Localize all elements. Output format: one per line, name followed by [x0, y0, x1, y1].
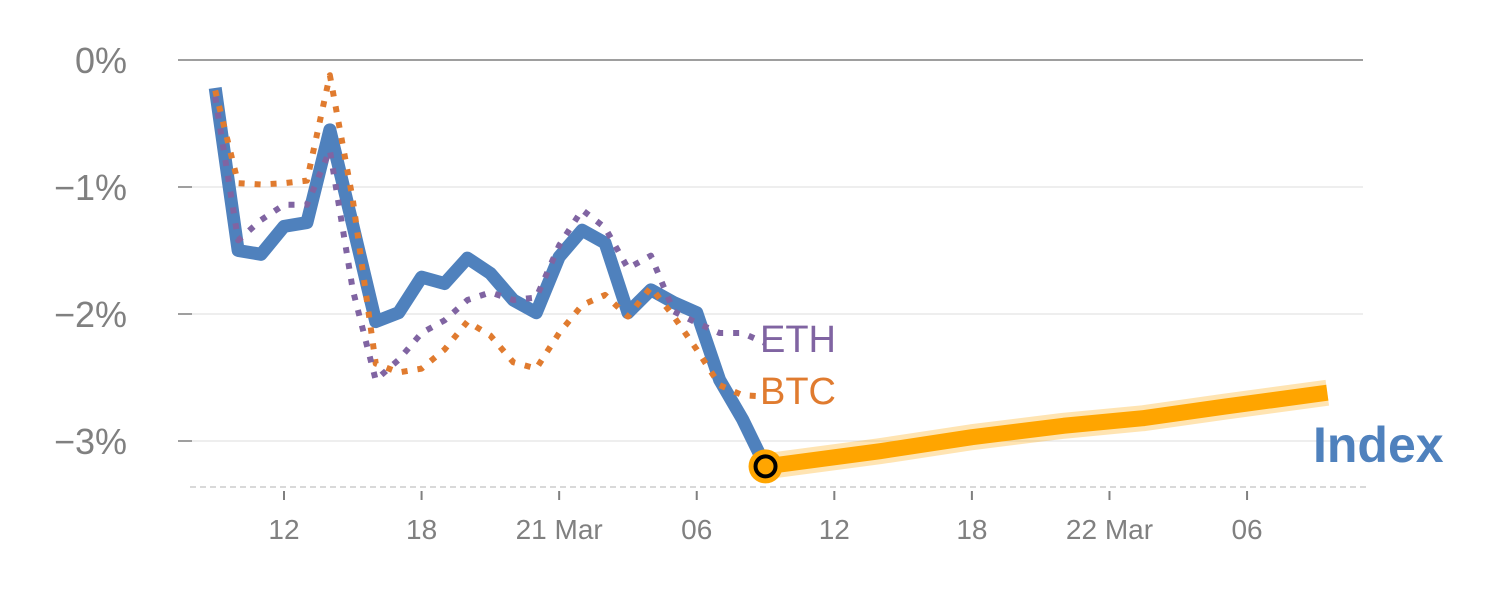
current-point-marker	[753, 454, 778, 479]
x-tick-label: 06	[1231, 514, 1262, 545]
series-line-eth	[212, 96, 767, 384]
x-axis: 12 18 21 Mar 06 12 18 22 Mar 06	[268, 491, 1263, 545]
series-label-eth: ETH	[760, 319, 836, 361]
series-label-index: Index	[1313, 417, 1444, 473]
series-label-btc: BTC	[760, 371, 836, 413]
series-line-index	[208, 87, 772, 470]
x-tick-label: 06	[681, 514, 712, 545]
y-tick-label: −3%	[54, 421, 127, 462]
series-lines	[208, 72, 772, 470]
x-tick-label: 18	[406, 514, 437, 545]
y-tick-label: 0%	[75, 40, 127, 81]
x-tick-label: 22 Mar	[1066, 514, 1153, 545]
y-tick-label: −2%	[54, 294, 127, 335]
x-tick-label: 18	[956, 514, 987, 545]
series-labels: ETH BTC Index	[760, 319, 1444, 473]
y-tick-label: −1%	[54, 167, 127, 208]
forecast	[748, 379, 1330, 484]
x-tick-label: 21 Mar	[516, 514, 603, 545]
x-tick-label: 12	[268, 514, 299, 545]
x-tick-label: 12	[819, 514, 850, 545]
y-axis: 0% −1% −2% −3%	[54, 40, 192, 462]
series-line-btc	[212, 72, 766, 400]
forecast-line	[764, 384, 1329, 475]
